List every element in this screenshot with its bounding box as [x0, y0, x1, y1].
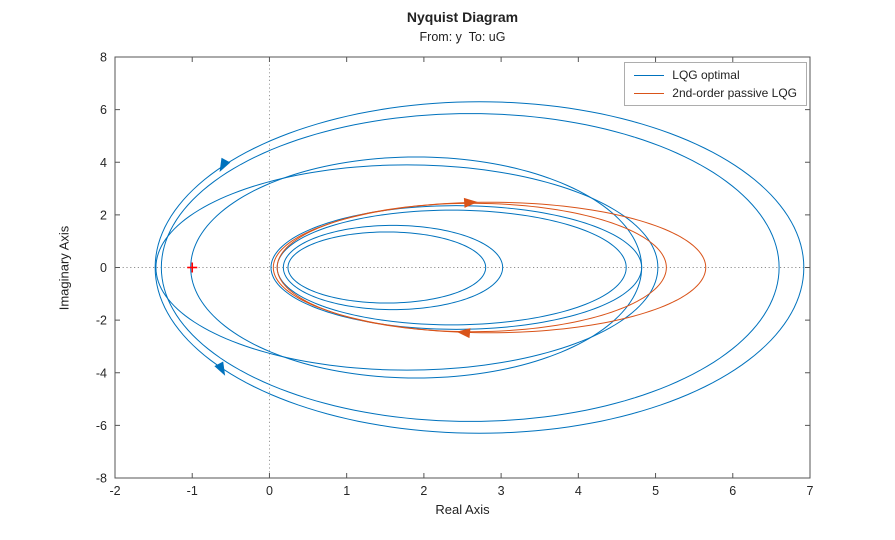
legend-line-sample-orange [634, 92, 665, 94]
curve-2nd-order-passive-lqg-loop-1 [272, 201, 707, 334]
curve-lqg-optimal-loop-8 [287, 231, 487, 304]
curve-lqg-optimal-loop-2 [160, 113, 780, 422]
curve-lqg-optimal-loop-6 [276, 209, 627, 326]
x-tick-label: 5 [652, 484, 659, 498]
x-tick-label: 2 [420, 484, 427, 498]
legend-label-lqg-optimal: LQG optimal [672, 68, 740, 82]
y-tick-label: 6 [100, 103, 107, 117]
x-axis-label: Real Axis [435, 502, 490, 517]
y-tick-label: 4 [100, 156, 107, 170]
curve-2nd-order-passive-lqg-loop-2 [276, 202, 667, 333]
chart-title: Nyquist Diagram [406, 9, 519, 25]
legend-line-sample-blue [634, 74, 665, 76]
y-axis-label: Imaginary Axis [56, 225, 72, 311]
curve-lqg-optimal-loop-1 [154, 101, 805, 434]
y-tick-label: -4 [96, 366, 107, 380]
direction-arrow [463, 197, 478, 208]
curve-lqg-optimal-loop-5 [270, 205, 643, 330]
x-tick-label: 4 [575, 484, 582, 498]
curve-lqg-optimal-loop-4 [155, 164, 659, 371]
y-tick-label: 8 [100, 51, 107, 65]
legend-entry-passive-lqg: 2nd-order passive LQG [634, 86, 797, 100]
legend-entry-lqg-optimal: LQG optimal [634, 68, 797, 82]
chart-subtitle: From: y To: uG [419, 30, 506, 44]
legend-label-passive-lqg: 2nd-order passive LQG [672, 86, 797, 100]
direction-arrow [456, 328, 471, 339]
x-tick-label: 0 [266, 484, 273, 498]
x-tick-label: 7 [807, 484, 814, 498]
y-tick-label: -2 [96, 314, 107, 328]
x-tick-label: 3 [498, 484, 505, 498]
curve-lqg-optimal-loop-7 [282, 224, 504, 311]
y-tick-label: -8 [96, 472, 107, 486]
x-tick-label: -1 [187, 484, 198, 498]
direction-arrow [219, 157, 231, 173]
direction-arrow [214, 361, 226, 376]
legend-box: LQG optimal 2nd-order passive LQG [624, 62, 807, 106]
x-tick-label: 6 [729, 484, 736, 498]
x-tick-label: 1 [343, 484, 350, 498]
y-tick-label: 2 [100, 208, 107, 222]
y-tick-label: 0 [100, 261, 107, 275]
x-tick-label: -2 [109, 484, 120, 498]
y-tick-label: -6 [96, 419, 107, 433]
